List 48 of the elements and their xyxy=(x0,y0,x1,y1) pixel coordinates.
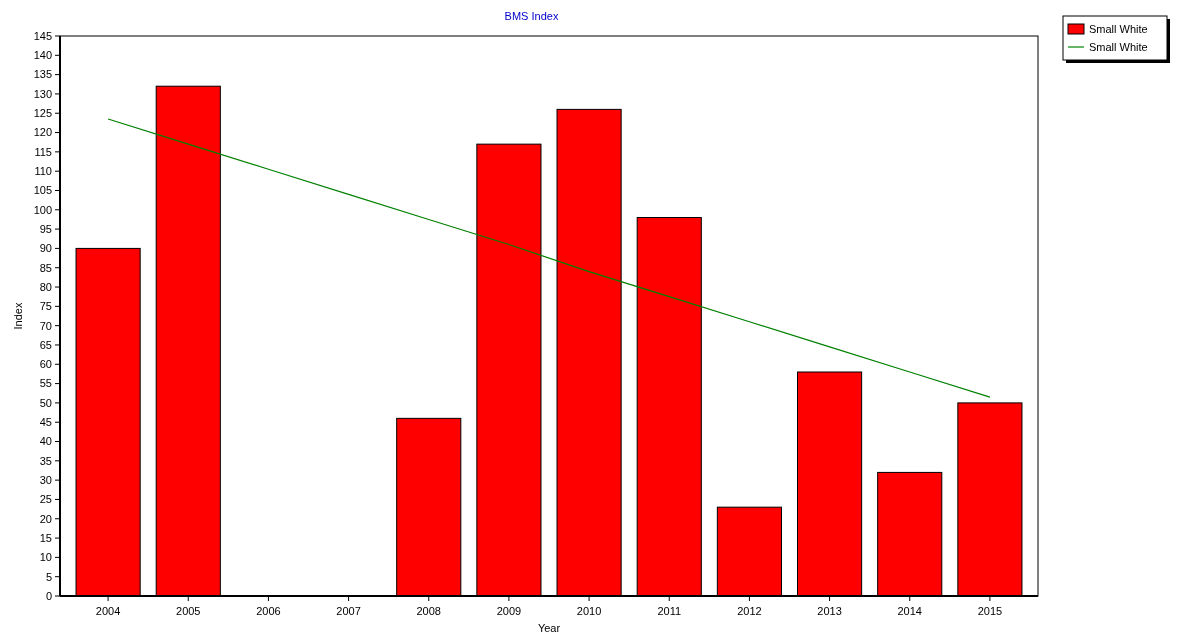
y-tick-label: 70 xyxy=(39,319,52,332)
y-tick-label: 115 xyxy=(34,145,52,158)
y-tick-label: 140 xyxy=(33,49,52,62)
x-tick-label: 2006 xyxy=(256,605,281,617)
y-tick-label: 20 xyxy=(39,512,52,525)
x-axis-title: Year xyxy=(537,622,561,634)
chart-title: BMS Index xyxy=(504,10,559,22)
x-tick-label: 2005 xyxy=(176,605,201,617)
y-tick-label: 45 xyxy=(39,416,52,429)
legend-label: Small White xyxy=(1089,40,1148,53)
x-tick-label: 2004 xyxy=(95,605,121,617)
y-tick-label: 30 xyxy=(39,473,52,486)
x-tick-label: 2013 xyxy=(817,605,842,617)
y-tick-label: 10 xyxy=(39,551,52,564)
y-axis-title: Index xyxy=(12,302,24,330)
x-tick-label: 2007 xyxy=(336,605,361,617)
y-tick-label: 85 xyxy=(39,261,52,274)
y-tick-label: 100 xyxy=(33,203,52,216)
y-tick-label: 135 xyxy=(33,68,52,81)
legend-label: Small White xyxy=(1089,22,1148,35)
y-tick-label: 5 xyxy=(45,570,52,583)
y-tick-label: 25 xyxy=(39,493,52,506)
y-tick-label: 95 xyxy=(39,222,52,235)
y-tick-label: 65 xyxy=(39,338,52,351)
y-tick-label: 55 xyxy=(39,377,52,390)
y-tick-label: 60 xyxy=(39,358,52,371)
y-tick-label: 130 xyxy=(33,87,52,100)
y-tick-label: 35 xyxy=(39,454,52,467)
x-tick-label: 2011 xyxy=(657,605,682,617)
y-tick-label: 15 xyxy=(39,531,52,544)
y-tick-label: 75 xyxy=(39,300,52,313)
line-series xyxy=(107,118,991,398)
x-tick-label: 2009 xyxy=(496,605,522,617)
y-tick-label: 0 xyxy=(45,589,52,602)
x-tick-label: 2014 xyxy=(897,605,922,617)
y-tick-label: 50 xyxy=(39,396,52,409)
y-tick-label: 145 xyxy=(33,29,52,42)
x-tick-label: 2008 xyxy=(416,605,441,617)
y-tick-label: 90 xyxy=(39,242,52,255)
y-tick-label: 40 xyxy=(39,435,52,448)
x-tick-label: 2010 xyxy=(576,605,602,617)
y-tick-label: 105 xyxy=(33,184,52,197)
y-tick-label: 110 xyxy=(34,165,52,178)
x-tick-label: 2015 xyxy=(977,605,1003,617)
x-tick-label: 2012 xyxy=(737,605,762,617)
y-tick-label: 125 xyxy=(33,107,52,120)
y-tick-label: 120 xyxy=(33,126,52,139)
y-tick-label: 80 xyxy=(39,280,52,293)
